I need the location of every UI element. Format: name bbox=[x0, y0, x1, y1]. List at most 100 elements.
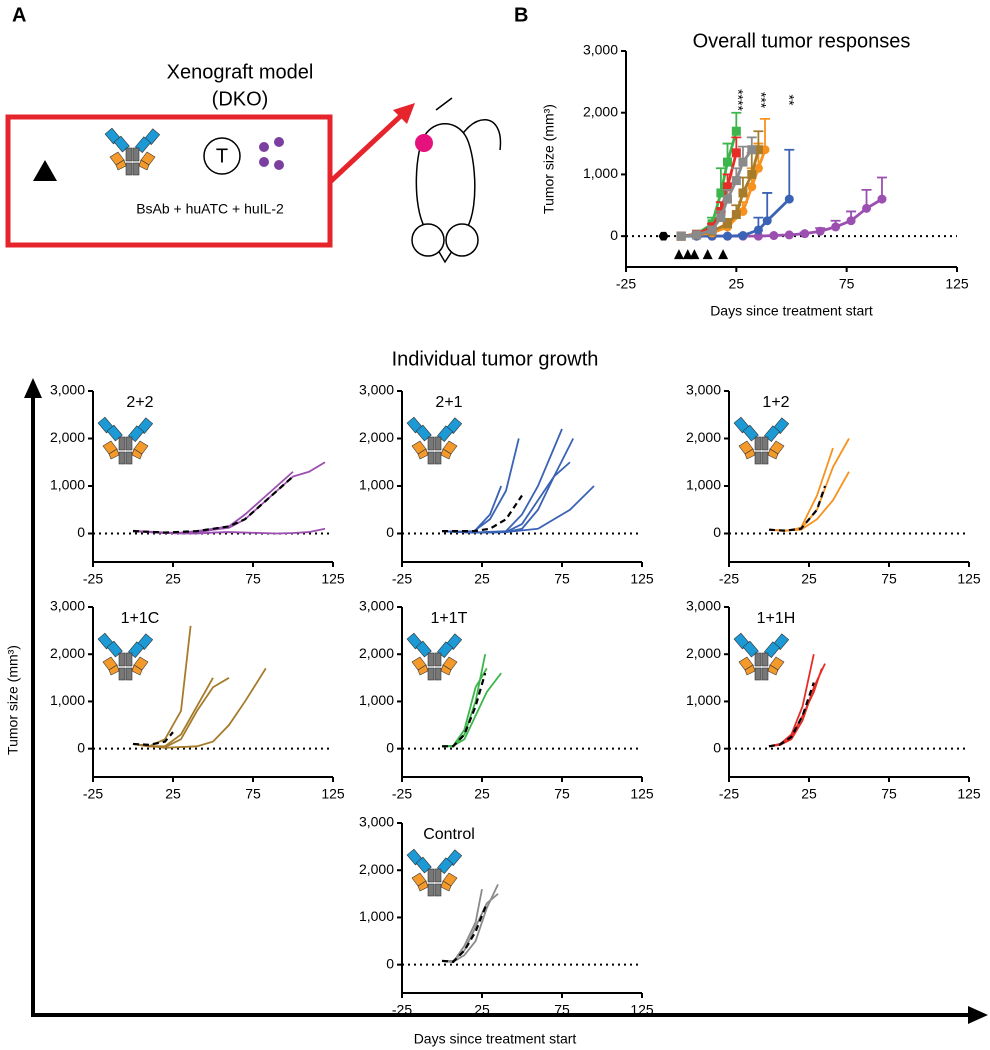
model-subtitle: (DKO) bbox=[212, 88, 269, 110]
y-tick-label: 1,000 bbox=[686, 692, 721, 708]
point bbox=[784, 194, 794, 204]
mean-line bbox=[768, 682, 815, 748]
point bbox=[731, 148, 741, 158]
treatment-marker bbox=[682, 249, 693, 260]
y-tick-label: 1,000 bbox=[359, 477, 394, 493]
point bbox=[762, 216, 772, 226]
y-tick-label: 0 bbox=[610, 227, 618, 243]
point bbox=[747, 182, 757, 192]
x-tick-label: 25 bbox=[165, 786, 181, 802]
x-tick-label: 75 bbox=[245, 786, 261, 802]
y-tick-label: 2,000 bbox=[359, 429, 394, 445]
x-tick-label: -25 bbox=[616, 276, 636, 292]
significance: **** bbox=[730, 89, 746, 111]
tumor-line bbox=[441, 428, 563, 534]
tumor-line bbox=[132, 461, 326, 534]
chart-title: Overall tumor responses bbox=[693, 30, 911, 52]
antibody-icon bbox=[733, 632, 789, 681]
big-y-arrow bbox=[24, 378, 42, 398]
x-tick-label: -25 bbox=[83, 571, 103, 587]
x-tick-label: -25 bbox=[719, 786, 739, 802]
y-tick-label: 1,000 bbox=[359, 908, 394, 924]
panel-title: 2+1 bbox=[435, 394, 462, 411]
x-axis-title: Days since treatment start bbox=[710, 303, 873, 319]
point bbox=[738, 157, 748, 167]
x-tick-label: 75 bbox=[839, 276, 855, 292]
antibody-icon bbox=[406, 632, 462, 681]
y-tick-label: 0 bbox=[713, 524, 721, 540]
point bbox=[692, 230, 702, 240]
y-tick-label: 1,000 bbox=[50, 477, 85, 493]
y-axis-title: Tumor size (mm³) bbox=[541, 104, 557, 214]
point bbox=[769, 231, 779, 241]
x-tick-label: 125 bbox=[630, 1002, 654, 1018]
tumor-line bbox=[441, 888, 483, 964]
x-tick-label: -25 bbox=[392, 1002, 412, 1018]
tumor-line bbox=[132, 677, 214, 748]
tumor-line bbox=[768, 438, 850, 532]
point bbox=[731, 210, 741, 220]
tumor-icon bbox=[33, 160, 57, 181]
tumor-line bbox=[768, 663, 826, 748]
x-tick-label: 25 bbox=[729, 276, 745, 292]
point bbox=[784, 230, 794, 240]
x-tick-label: 125 bbox=[630, 571, 654, 587]
error-bar bbox=[762, 192, 773, 221]
tumor-line bbox=[768, 471, 850, 532]
mean-line bbox=[768, 485, 827, 532]
antibody-icon bbox=[406, 416, 462, 465]
y-tick-label: 3,000 bbox=[359, 382, 394, 398]
il2-icon bbox=[259, 137, 284, 170]
y-tick-label: 2,000 bbox=[359, 645, 394, 661]
x-tick-label: 125 bbox=[957, 786, 981, 802]
t-cell-icon bbox=[203, 137, 241, 175]
point bbox=[753, 231, 763, 241]
antibody-icon bbox=[97, 416, 153, 465]
y-axis-title: Tumor size (mm³) bbox=[5, 645, 21, 755]
x-tick-label: 25 bbox=[474, 1002, 490, 1018]
treatment-label: BsAb + huATC + huIL-2 bbox=[136, 201, 284, 217]
y-tick-label: 1,000 bbox=[359, 692, 394, 708]
antibody-icon bbox=[733, 416, 789, 465]
y-tick-label: 0 bbox=[386, 739, 394, 755]
y-tick-label: 2,000 bbox=[359, 861, 394, 877]
y-tick-label: 3,000 bbox=[359, 598, 394, 614]
mean-line bbox=[442, 494, 523, 533]
x-tick-label: 125 bbox=[945, 276, 969, 292]
significance: ** bbox=[781, 95, 797, 106]
tumor-line bbox=[441, 884, 499, 963]
model-title: Xenograft model bbox=[167, 61, 314, 83]
significance: *** bbox=[753, 92, 769, 109]
y-tick-label: 2,000 bbox=[50, 645, 85, 661]
point bbox=[738, 231, 748, 241]
point bbox=[723, 219, 733, 229]
big-x-arrow bbox=[968, 1006, 988, 1024]
point bbox=[800, 229, 810, 239]
point bbox=[716, 213, 726, 223]
section-title: Individual tumor growth bbox=[392, 348, 599, 370]
point bbox=[731, 176, 741, 186]
antibody-icon bbox=[406, 848, 462, 897]
mean-line bbox=[132, 475, 294, 534]
t-cell-label: T bbox=[216, 145, 228, 167]
x-tick-label: -25 bbox=[392, 571, 412, 587]
point bbox=[723, 231, 733, 241]
point bbox=[753, 145, 763, 155]
panel-title: 2+2 bbox=[126, 394, 153, 411]
tumor-line bbox=[441, 485, 503, 533]
y-tick-label: 2,000 bbox=[686, 429, 721, 445]
x-tick-label: 75 bbox=[245, 571, 261, 587]
panel-title: 1+1C bbox=[121, 610, 160, 627]
y-tick-label: 2,000 bbox=[583, 103, 618, 119]
y-tick-label: 0 bbox=[386, 524, 394, 540]
y-tick-label: 2,000 bbox=[686, 645, 721, 661]
tumor-line bbox=[768, 668, 823, 748]
panel-title: 1+1H bbox=[757, 610, 796, 627]
tumor-line bbox=[442, 893, 499, 962]
point bbox=[723, 182, 733, 192]
point bbox=[716, 188, 726, 198]
error-bar bbox=[784, 148, 795, 200]
y-tick-label: 3,000 bbox=[686, 598, 721, 614]
y-tick-label: 0 bbox=[386, 955, 394, 971]
